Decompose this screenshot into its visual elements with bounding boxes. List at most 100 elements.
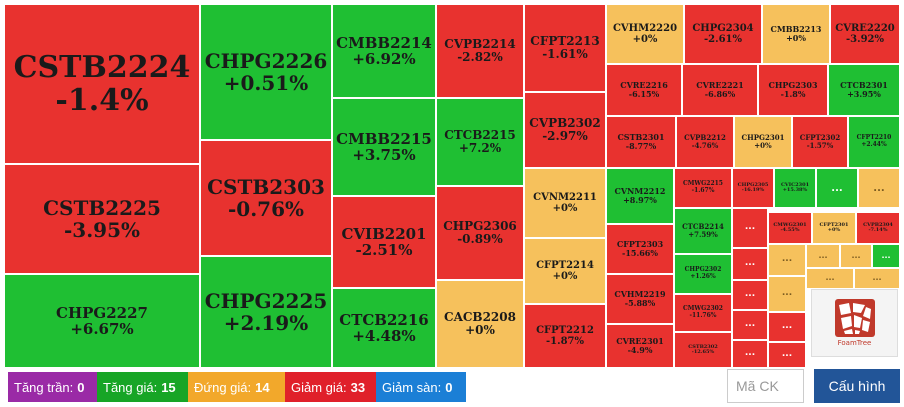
tile-change: -7.14% [868,227,888,233]
tile-code: CHPG2303 [768,80,818,91]
more-label: ... [873,182,885,194]
tile-cacb2208[interactable]: CACB2208 +0% [436,280,524,368]
tile-cvib2201[interactable]: CVIB2201 -2.51% [332,196,436,288]
more-tile[interactable]: ... [816,168,858,208]
more-tile[interactable]: ... [768,244,806,276]
tile-chpg2225[interactable]: CHPG2225 +2.19% [200,256,332,368]
stock-code-search-input[interactable] [727,369,804,403]
tile-cfpt2214[interactable]: CFPT2214 +0% [524,238,606,304]
more-tile[interactable]: ... [732,280,768,310]
tile-cfpt2210[interactable]: CFPT2210 +2.44% [848,116,900,168]
config-button[interactable]: Cấu hình [814,369,900,403]
tile-change: -8.77% [625,141,657,151]
tile-chpg2302[interactable]: CHPG2302 +1.26% [674,254,732,294]
more-tile[interactable]: ... [732,310,768,340]
more-tile[interactable]: ... [840,244,872,268]
tile-cvpb2302[interactable]: CVPB2302 -2.97% [524,92,606,168]
tile-code: CVRE2221 [696,80,744,91]
tile-code: CVNM2212 [614,186,666,197]
tile-cmwg2301[interactable]: CMWG2301 -4.55% [768,212,812,244]
tile-ctcb2214[interactable]: CTCB2214 +7.59% [674,208,732,254]
more-tile[interactable]: ... [732,208,768,248]
tile-chpg2304[interactable]: CHPG2304 -2.61% [684,4,762,64]
tile-ctcb2215[interactable]: CTCB2215 +7.2% [436,98,524,186]
tile-cfpt2302[interactable]: CFPT2302 -1.57% [792,116,848,168]
tile-code: CVPB2212 [684,133,726,143]
more-tile[interactable]: ... [854,268,900,289]
tile-cstb2225[interactable]: CSTB2225 -3.95% [4,164,200,274]
tile-cmwg2215[interactable]: CMWG2215 -1.67% [674,168,732,208]
tile-cvre2220[interactable]: CVRE2220 -3.92% [830,4,900,64]
tile-chpg2305[interactable]: CHPG2305 -16.19% [732,168,774,208]
tile-change: +0% [754,141,772,150]
tile-cvre2216[interactable]: CVRE2216 -6.15% [606,64,682,116]
legend-up[interactable]: Tăng giá: 15 [97,372,188,402]
more-tile[interactable]: ... [732,340,768,368]
tile-cvnm2212[interactable]: CVNM2212 +8.97% [606,168,674,224]
tile-cmbb2213[interactable]: CMBB2213 +0% [762,4,830,64]
tile-cvre2221[interactable]: CVRE2221 -6.86% [682,64,758,116]
legend-down[interactable]: Giảm giá: 33 [285,372,376,402]
tile-cvre2301[interactable]: CVRE2301 -4.9% [606,324,674,368]
more-tile[interactable]: ... [872,244,900,268]
tile-change: -2.97% [542,129,588,143]
more-tile[interactable]: ... [768,276,806,312]
tile-change: -4.55% [780,227,800,233]
tile-cvpb2214[interactable]: CVPB2214 -2.82% [436,4,524,98]
tile-code: CVIB2201 [341,224,427,243]
tile-chpg2306[interactable]: CHPG2306 -0.89% [436,186,524,280]
tile-cfpt2213[interactable]: CFPT2213 -1.61% [524,4,606,92]
tile-change: -2.82% [457,50,503,64]
more-label: ... [744,289,756,300]
tile-cvpb2212[interactable]: CVPB2212 -4.76% [676,116,734,168]
more-tile[interactable]: ... [732,248,768,280]
more-tile[interactable]: ... [806,268,854,289]
legend-ceiling-label: Tăng trần: [14,379,74,395]
tile-change: -1.87% [545,336,584,347]
tile-cmbb2214[interactable]: CMBB2214 +6.92% [332,4,436,98]
more-tile[interactable]: ... [858,168,900,208]
tile-cvhm2219[interactable]: CVHM2219 -5.88% [606,274,674,324]
tile-cmbb2215[interactable]: CMBB2215 +3.75% [332,98,436,196]
legend-floor[interactable]: Giảm sàn: 0 [376,372,466,402]
tile-cstb2302[interactable]: CSTB2302 -12.65% [674,332,732,368]
tile-cvpb2304[interactable]: CVPB2304 -7.14% [856,212,900,244]
tile-code: CVPB2214 [444,36,516,51]
tile-chpg2227[interactable]: CHPG2227 +6.67% [4,274,200,368]
more-tile[interactable]: ... [768,342,806,368]
tile-chpg2303[interactable]: CHPG2303 -1.8% [758,64,828,116]
tile-cvnm2211[interactable]: CVNM2211 +0% [524,168,606,238]
more-label: ... [881,250,891,260]
tile-code: CVHM2219 [614,289,666,300]
more-tile[interactable]: ... [768,312,806,342]
legend-ceiling[interactable]: Tăng trần: 0 [8,372,97,402]
tile-ctcb2216[interactable]: CTCB2216 +4.48% [332,288,436,368]
tile-code: CFPT2210 [856,134,892,142]
tile-change: +1.26% [690,273,716,280]
tile-cstb2224[interactable]: CSTB2224 -1.4% [4,4,200,164]
tile-cvic2301[interactable]: CVIC2301 +15.38% [774,168,816,208]
tile-code: CHPG2227 [56,303,148,322]
tile-cmwg2302[interactable]: CMWG2302 -11.76% [674,294,732,332]
legend-flat[interactable]: Đứng giá: 14 [188,372,285,402]
more-tile[interactable]: ... [806,244,840,268]
more-label: ... [851,250,861,260]
tile-change: -1.67% [691,187,715,194]
tile-chpg2301[interactable]: CHPG2301 +0% [734,116,792,168]
more-label: ... [831,182,843,194]
tile-chpg2226[interactable]: CHPG2226 +0.51% [200,4,332,140]
tile-cfpt2301[interactable]: CFPT2301 +0% [812,212,856,244]
tile-change: -1.61% [542,47,588,61]
tile-code: CHPG2301 [741,133,785,143]
tile-code: CMWG2302 [683,305,723,313]
tile-cstb2301[interactable]: CSTB2301 -8.77% [606,116,676,168]
tile-cfpt2212[interactable]: CFPT2212 -1.87% [524,304,606,368]
tile-cvhm2220[interactable]: CVHM2220 +0% [606,4,684,64]
tile-cstb2303[interactable]: CSTB2303 -0.76% [200,140,332,256]
tile-ctcb2301[interactable]: CTCB2301 +3.95% [828,64,900,116]
tile-code: CMBB2214 [336,33,432,52]
tile-cfpt2303[interactable]: CFPT2303 -15.66% [606,224,674,274]
more-label: ... [744,348,756,359]
tile-change: -4.76% [691,141,719,150]
tile-change: +15.38% [782,187,808,193]
